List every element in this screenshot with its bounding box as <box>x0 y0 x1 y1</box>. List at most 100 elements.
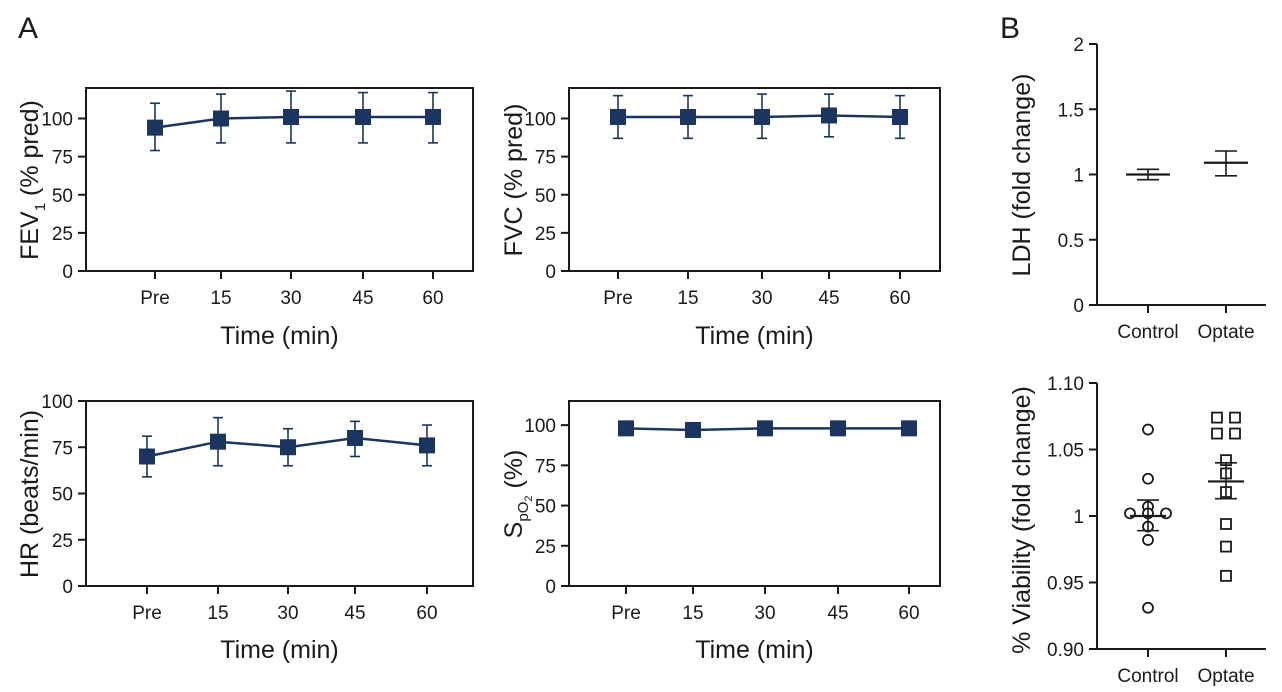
y-tick-label: 1.05 <box>1047 441 1084 462</box>
x-tick-label: Control <box>1117 666 1178 687</box>
data-point <box>685 421 701 438</box>
data-point <box>618 420 634 437</box>
y-tick-label: 75 <box>52 438 73 459</box>
plot-frame <box>568 87 941 272</box>
y-tick-label: 100 <box>524 416 556 437</box>
y-tick-label: 50 <box>535 186 556 207</box>
data-point <box>830 420 846 437</box>
data-point <box>355 108 371 125</box>
y-axis-label: FEV1 (% pred) <box>16 100 49 260</box>
data-point <box>892 108 908 125</box>
chart-hr: 0 25 50 75 100 Pre 15 30 45 60 HR (beats/min) Time … <box>16 392 474 664</box>
data-point <box>754 108 770 125</box>
y-tick-label: 1 <box>1073 507 1084 528</box>
data-point <box>210 433 226 450</box>
x-tick-label: 15 <box>677 288 698 309</box>
x-tick-label: Pre <box>611 603 641 624</box>
data-point <box>1229 427 1241 440</box>
chart-spo2: 0 25 50 75 100 Pre 15 30 45 60 SpO2 (%) Time (min) <box>500 400 941 664</box>
data-point <box>347 430 363 446</box>
data-point <box>419 437 435 454</box>
y-tick-label: 0 <box>62 577 73 598</box>
y-tick-label: 50 <box>535 497 556 518</box>
x-tick-label: 15 <box>207 603 228 624</box>
x-axis-label: Time (min) <box>695 322 814 350</box>
plot-frame <box>85 400 474 587</box>
x-tick-label: Optate <box>1197 666 1254 687</box>
data-point <box>1229 411 1241 424</box>
chart-fev1: 0 25 50 75 100 Pre 15 30 45 60 FEV1 (% pred) Time (… <box>16 87 474 350</box>
data-point <box>1220 540 1232 553</box>
y-tick-label: 25 <box>535 224 556 245</box>
data-point <box>757 420 773 437</box>
x-tick-label: Pre <box>140 288 170 309</box>
panel-label-b: B <box>1000 12 1020 45</box>
chart-ldh: 0 0.5 1 1.5 2 Control Optate LDH (fold change) <box>1008 35 1266 343</box>
x-tick-label: Optate <box>1197 322 1254 343</box>
plot-frame <box>85 87 474 272</box>
data-point <box>1142 601 1154 614</box>
data-point <box>1220 518 1232 530</box>
x-tick-label: 45 <box>818 288 839 309</box>
chart-viability: 0.90 0.95 1 1.05 1.10 Control Optate % Viabilit… <box>1008 374 1266 687</box>
data-point <box>280 439 296 456</box>
chart-fvc: 0 25 50 75 100 Pre 15 30 45 60 FVC (% pred) Time (m… <box>500 87 941 350</box>
panel-label-a: A <box>18 12 38 45</box>
data-point <box>139 448 155 465</box>
y-tick-label: 25 <box>52 224 73 245</box>
data-point <box>1142 472 1154 485</box>
data-point <box>1142 534 1154 546</box>
y-tick-label: 75 <box>535 456 556 477</box>
y-tick-label: 0.5 <box>1058 231 1084 252</box>
y-tick-label: 0 <box>545 577 556 598</box>
x-tick-label: 60 <box>898 603 919 624</box>
data-point <box>213 110 229 127</box>
y-tick-label: 100 <box>41 392 73 413</box>
y-axis-label: SpO2 (%) <box>500 450 535 539</box>
x-tick-label: 30 <box>751 288 772 309</box>
x-tick-label: 45 <box>827 603 848 624</box>
x-tick-label: Pre <box>603 288 633 309</box>
y-tick-label: 75 <box>52 148 73 169</box>
data-point <box>901 420 917 437</box>
data-point <box>1211 427 1223 440</box>
y-tick-label: 100 <box>524 110 556 131</box>
x-axis-label: Time (min) <box>220 636 339 664</box>
y-tick-label: 50 <box>52 485 73 506</box>
y-tick-label: 25 <box>535 537 556 558</box>
data-point <box>425 108 441 125</box>
y-tick-label: 50 <box>52 186 73 207</box>
x-axis-label: Time (min) <box>220 322 339 350</box>
x-tick-label: 60 <box>416 603 437 624</box>
y-tick-label: 2 <box>1073 35 1084 56</box>
y-tick-label: 1.5 <box>1058 100 1084 121</box>
y-axis-label: LDH (fold change) <box>1008 74 1036 277</box>
x-tick-label: 15 <box>682 603 703 624</box>
y-axis-label: % Viability (fold change) <box>1008 386 1036 654</box>
y-tick-label: 75 <box>535 148 556 169</box>
x-tick-label: 45 <box>352 288 373 309</box>
data-point <box>147 119 163 136</box>
data-point <box>680 108 696 125</box>
y-axis-label: FVC (% pred) <box>500 104 528 257</box>
x-tick-label: 15 <box>210 288 231 309</box>
data-point <box>283 108 299 125</box>
y-tick-label: 25 <box>52 531 73 552</box>
x-tick-label: 30 <box>754 603 775 624</box>
x-tick-label: 60 <box>889 288 910 309</box>
y-axis-label: HR (beats/min) <box>16 410 44 578</box>
data-point <box>610 108 626 125</box>
y-tick-label: 1 <box>1073 166 1084 187</box>
plot-frame <box>568 400 941 587</box>
y-tick-label: 100 <box>41 110 73 131</box>
y-tick-label: 1.10 <box>1047 374 1084 395</box>
x-tick-label: Pre <box>132 603 162 624</box>
x-tick-label: 30 <box>277 603 298 624</box>
x-tick-label: 45 <box>344 603 365 624</box>
data-point <box>1142 423 1154 436</box>
data-point <box>1220 569 1232 582</box>
y-tick-label: 0.90 <box>1047 640 1084 661</box>
y-tick-label: 0 <box>1073 296 1084 317</box>
y-tick-label: 0 <box>62 262 73 283</box>
